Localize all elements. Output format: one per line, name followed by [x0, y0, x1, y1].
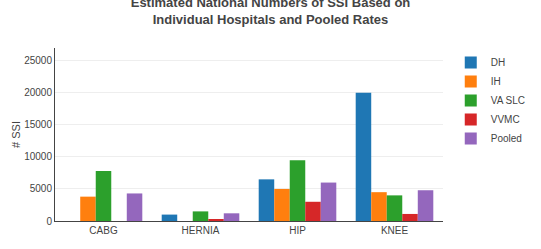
- svg-text:IH: IH: [491, 76, 501, 87]
- svg-text:Estimated National Numbers of: Estimated National Numbers of SSI Based …: [131, 0, 411, 27]
- svg-text:KNEE: KNEE: [381, 225, 409, 236]
- svg-text:HIP: HIP: [289, 225, 306, 236]
- svg-text:20000: 20000: [24, 87, 52, 98]
- svg-text:10000: 10000: [24, 151, 52, 162]
- svg-text:VVMC: VVMC: [491, 114, 520, 125]
- svg-text:Pooled: Pooled: [491, 133, 522, 144]
- svg-text:25000: 25000: [24, 55, 52, 66]
- svg-text:CABG: CABG: [89, 225, 118, 236]
- svg-text:5000: 5000: [30, 183, 53, 194]
- svg-text:0: 0: [46, 216, 52, 227]
- svg-text:HERNIA: HERNIA: [182, 225, 220, 236]
- svg-text:VA SLC: VA SLC: [491, 95, 525, 106]
- svg-text:# SSI: # SSI: [10, 121, 22, 148]
- svg-text:15000: 15000: [24, 119, 52, 130]
- svg-text:DH: DH: [491, 57, 505, 68]
